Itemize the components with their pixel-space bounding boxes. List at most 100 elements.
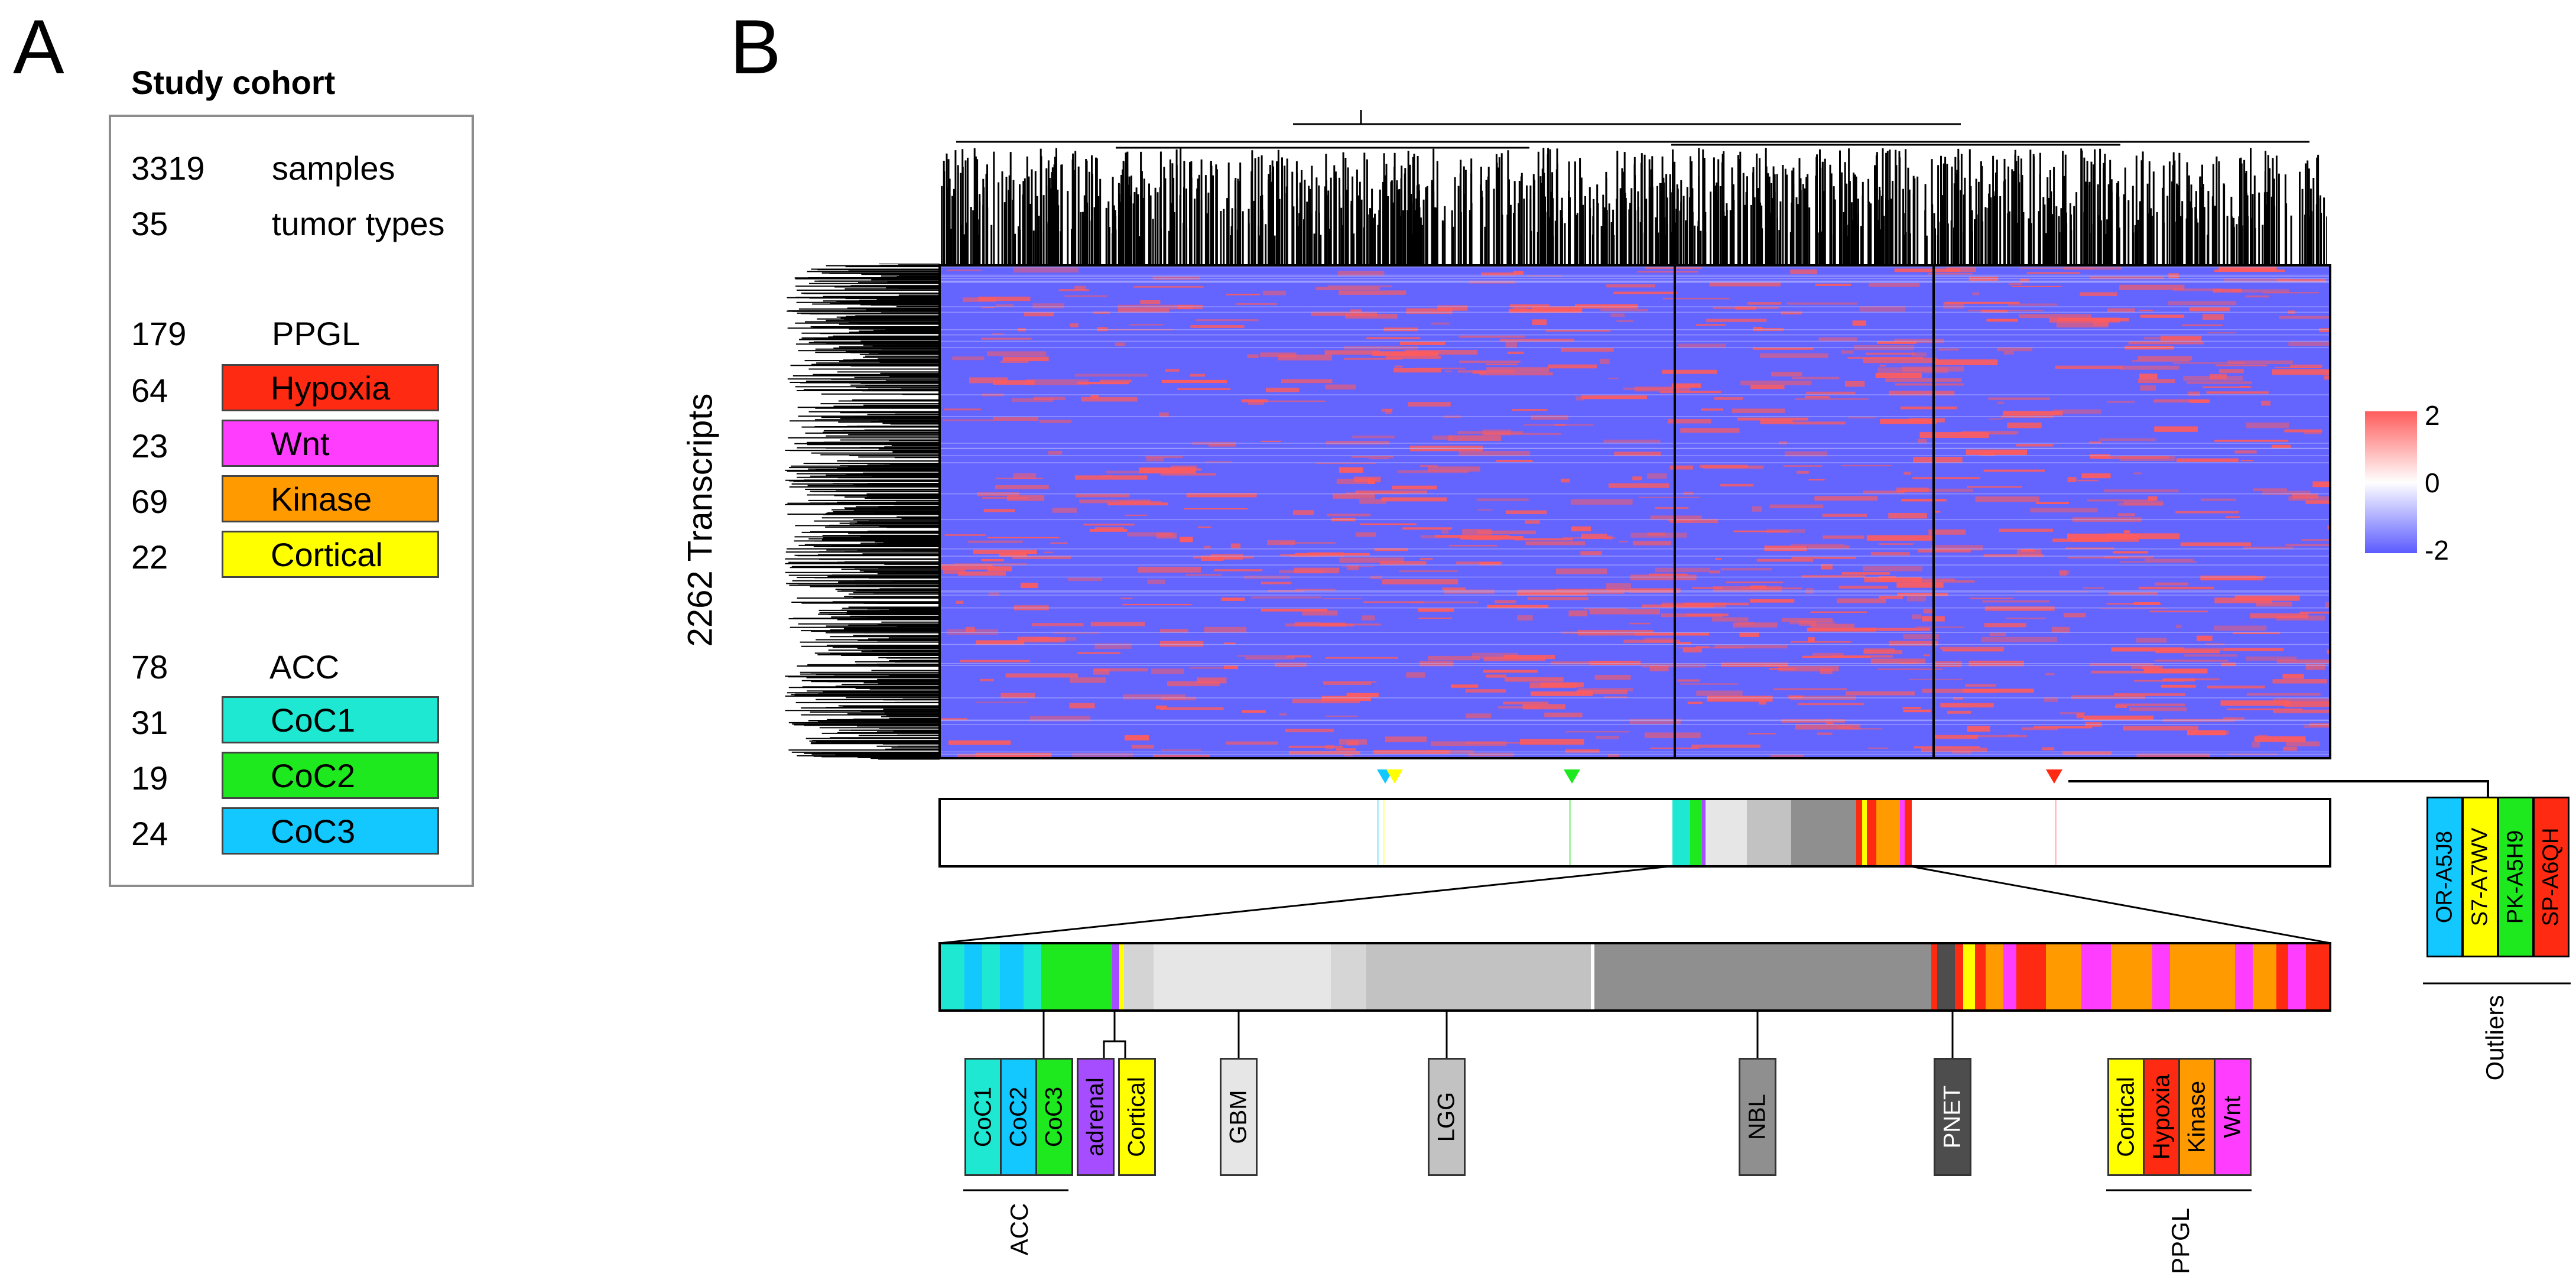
heatmap-cell	[1025, 379, 1089, 385]
swatch-wnt: Wnt	[222, 420, 439, 467]
heatmap-cell	[1967, 726, 1990, 732]
heatmap-cell	[1879, 576, 1896, 582]
heatmap-cell	[2289, 364, 2322, 368]
heatmap-line	[941, 455, 2329, 456]
heatmap-cell	[1522, 704, 1565, 710]
heatmap-cell	[987, 351, 1047, 356]
heatmap-cell	[1571, 526, 1591, 532]
heatmap-cell	[1806, 391, 1856, 395]
heatmap-cell	[1903, 634, 1940, 639]
cohort-value: 64	[131, 372, 168, 409]
heatmap-cell	[1760, 419, 1793, 424]
group-label-ppgl: PPGL	[2166, 1207, 2194, 1275]
heatmap-cell	[988, 592, 999, 596]
heatmap-cell	[1339, 290, 1406, 295]
heatmap-cell	[1127, 532, 1173, 537]
heatmap-cell	[1184, 508, 1248, 510]
heatmap-cell	[1759, 353, 1828, 358]
heatmap-cell	[2120, 365, 2179, 370]
heatmap-cell	[2142, 665, 2163, 670]
heatmap-cell	[1339, 739, 1367, 745]
heatmap-cell	[1645, 267, 1702, 269]
heatmap-cell	[2221, 662, 2236, 667]
heatmap-cell	[1181, 468, 1202, 471]
heatmap-cell	[2003, 411, 2063, 416]
heatmap-cell	[1209, 444, 1236, 447]
heatmap-cell	[1125, 514, 1148, 517]
callout-label: Hypoxia	[2148, 1074, 2175, 1160]
heatmap-cell	[1981, 636, 2057, 642]
heatmap-cell	[1634, 386, 1691, 392]
heatmap-cell	[1393, 368, 1442, 373]
heatmap-cell	[1548, 364, 1597, 369]
zoom-ppgl	[2046, 944, 2081, 1009]
heatmap-cell	[1967, 486, 2022, 488]
heatmap-cell	[2207, 686, 2265, 688]
heatmap-cell	[987, 566, 1012, 571]
callout-ppgl-wnt: Wnt	[2214, 1058, 2252, 1176]
heatmap-cell	[1696, 690, 1743, 696]
heatmap-cell	[1430, 741, 1507, 746]
heatmap-cell	[1750, 599, 1795, 603]
cohort-row-acc: 78 ACC	[111, 641, 474, 690]
heatmap-cell	[1680, 683, 1739, 685]
heatmap-cell	[2180, 542, 2251, 547]
heatmap-cell	[1106, 470, 1183, 474]
heatmap-cell	[1906, 596, 1926, 602]
heatmap-cell	[1100, 379, 1132, 382]
heatmap-cell	[999, 553, 1027, 557]
heatmap-cell	[1028, 639, 1060, 642]
panel-label-a: A	[13, 4, 64, 90]
heatmap-cell	[1943, 303, 1964, 309]
callout-label: NBL	[1744, 1094, 1771, 1140]
heatmap-cell	[1790, 269, 1817, 274]
zoom-pnet	[1937, 944, 1955, 1009]
heatmap-cell	[1795, 724, 1861, 730]
heatmap-cell	[1247, 354, 1259, 358]
strip-adrenal	[1702, 800, 1706, 865]
heatmap-cell	[1471, 652, 1519, 659]
heatmap-cell	[1769, 668, 1796, 670]
heatmap-cell	[1709, 282, 1781, 287]
heatmap-cell	[2132, 359, 2190, 362]
heatmap-cell	[2283, 746, 2297, 751]
heatmap-cell	[1294, 567, 1340, 574]
column-dendrogram	[941, 110, 2327, 266]
cohort-value: 3319	[131, 150, 205, 187]
heatmap-cell	[1733, 530, 1790, 532]
heatmap-cell	[1677, 647, 1745, 649]
zoom-coc3	[1000, 944, 1024, 1009]
heatmap-cell	[2168, 273, 2179, 278]
heatmap-cell	[1498, 706, 1539, 709]
heatmap-cell	[1565, 749, 1600, 753]
heatmap-cell	[2168, 301, 2237, 306]
heatmap-cell	[2304, 431, 2321, 434]
heatmap-cell	[1266, 388, 1300, 392]
heatmap-cell	[1074, 475, 1148, 480]
heatmap-cell	[1732, 408, 1785, 413]
heatmap-cell	[1129, 324, 1164, 326]
heatmap-cell	[2016, 444, 2054, 447]
heatmap-cell	[1984, 623, 2026, 628]
heatmap-cell	[1251, 596, 1322, 599]
heatmap-cell	[1865, 628, 1931, 631]
zoom-ppgl	[1963, 944, 1975, 1009]
heatmap-cell	[1448, 545, 1498, 547]
heatmap-cell	[2067, 533, 2140, 540]
heatmap-cell	[1863, 491, 1905, 493]
heatmap-cell	[2155, 582, 2189, 586]
heatmap-canvas	[941, 267, 2329, 757]
heatmap-cell	[1576, 690, 1628, 694]
heatmap-cell	[1161, 749, 1201, 751]
heatmap-cell	[1006, 495, 1045, 501]
heatmap-cell	[2083, 715, 2154, 720]
heatmap-cell	[2111, 647, 2184, 652]
heatmap-cell	[1477, 509, 1493, 511]
heatmap-cell	[1953, 697, 1964, 700]
heatmap-cell	[1709, 570, 1720, 574]
heatmap-cell	[2231, 289, 2289, 293]
heatmap-cell	[1880, 418, 1937, 424]
heatmap-cell	[1733, 622, 1778, 628]
heatmap-cell	[1983, 469, 2045, 472]
heatmap-cell	[1805, 396, 1830, 398]
